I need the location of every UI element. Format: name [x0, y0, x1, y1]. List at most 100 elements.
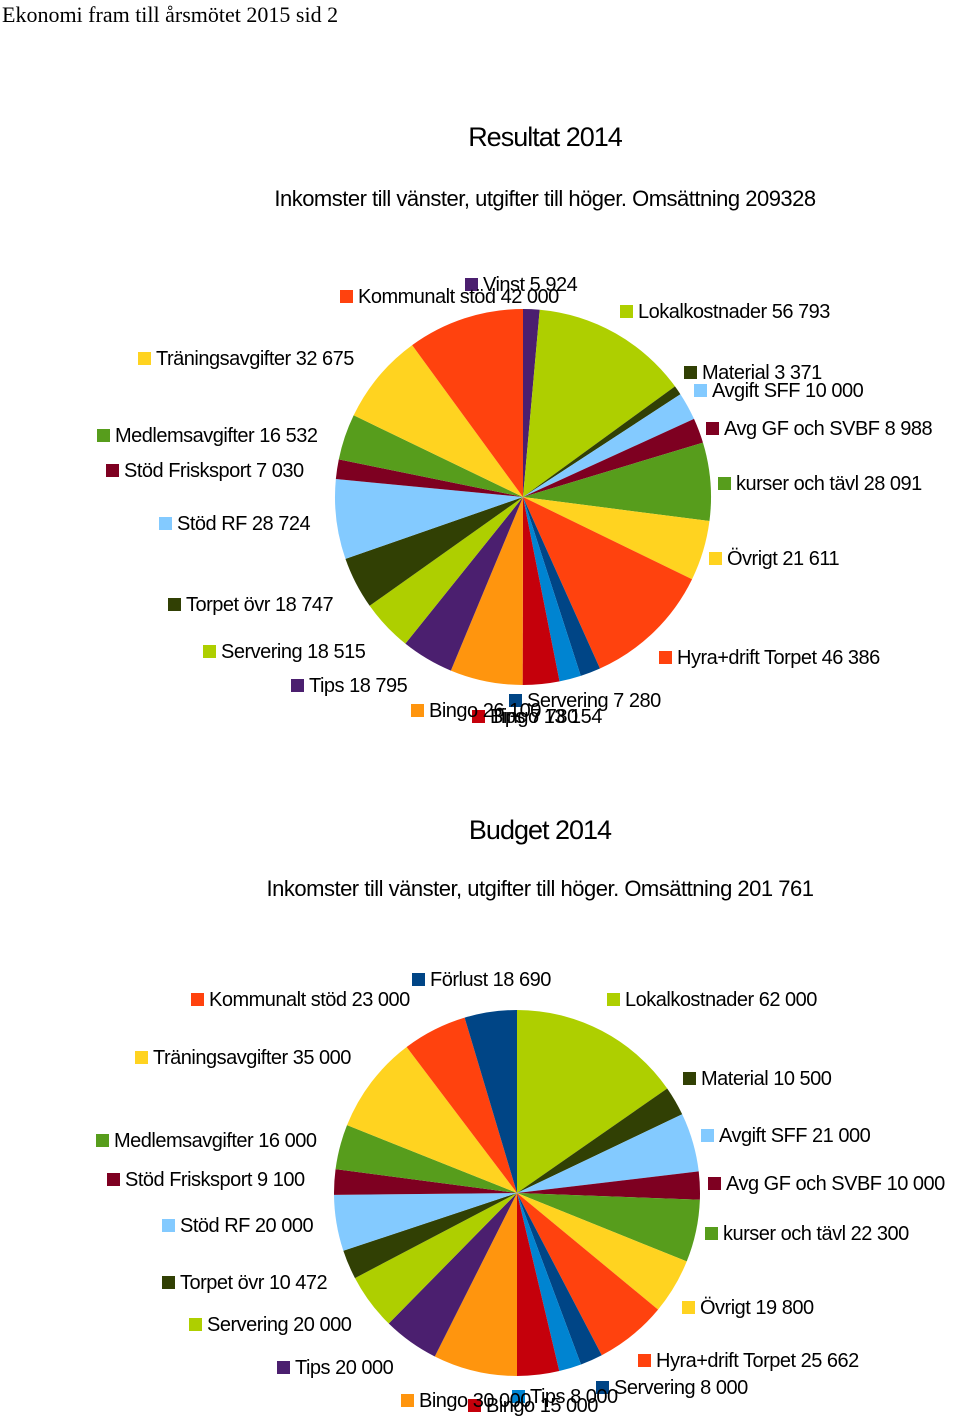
- legend-label-servering-7-280: Servering 7 280: [527, 690, 661, 712]
- legend-swatch-avg-gf-och-svbf-10-000: [708, 1177, 721, 1190]
- legend-swatch-avgift-sff-10-000: [694, 384, 707, 397]
- legend-swatch-tips-8-000: [512, 1390, 525, 1403]
- legend-label-traningsavgifter-35-000: Träningsavgifter 35 000: [153, 1047, 351, 1069]
- legend-swatch-hyra-drift-torpet-25-662: [638, 1354, 651, 1367]
- legend-label-servering-8-000: Servering 8 000: [614, 1377, 748, 1399]
- legend-label-vinst-5-924: Vinst 5 924: [483, 274, 578, 296]
- legend-swatch-material-3-371: [684, 366, 697, 379]
- legend-label-stod-frisksport-9-100: Stöd Frisksport 9 100: [125, 1169, 305, 1191]
- legend-swatch-material-10-500: [683, 1072, 696, 1085]
- pie-slice-kommunalt-stod-42-000: [412, 309, 523, 497]
- pie-slice-hyra-drift-torpet-46-386: [523, 497, 693, 669]
- legend-swatch-torpet-ovr-10-472: [162, 1276, 175, 1289]
- legend-swatch-kurser-och-tavl-28-091: [718, 477, 731, 490]
- pie-slice-bingo-13-154: [522, 497, 560, 685]
- legend-swatch-servering-8-000: [596, 1381, 609, 1394]
- pie-slice-torpet-ovr-10-472: [343, 1193, 517, 1279]
- pie-slice-material-3-371: [523, 386, 681, 497]
- legend-label-bingo-13-154: Bingo 13 154: [490, 706, 602, 728]
- legend-swatch-lokalkostnader-62-000: [607, 993, 620, 1006]
- legend-swatch-lokalkostnader-56-793: [620, 305, 633, 318]
- legend-swatch-avgift-sff-21-000: [701, 1129, 714, 1142]
- pie-slice-stod-frisksport-9-100: [334, 1169, 517, 1195]
- legend-label-bingo-15-000: Bingo 15 000: [486, 1395, 598, 1417]
- pie-slice-kurser-och-tavl-28-091: [523, 442, 711, 522]
- chart-subtitle: Inkomster till vänster, utgifter till hö…: [267, 876, 814, 901]
- legend-swatch-kurser-och-tavl-22-300: [705, 1227, 718, 1240]
- page-header: Ekonomi fram till årsmötet 2015 sid 2: [0, 0, 960, 32]
- resultat-chart: Resultat 2014 Inkomster till vänster, ut…: [0, 40, 960, 760]
- pie-slice-stod-rf-20-000: [334, 1193, 517, 1251]
- legend-swatch-medlemsavgifter-16-000: [96, 1134, 109, 1147]
- budget-chart: Budget 2014 Inkomster till vänster, utgi…: [0, 760, 960, 1419]
- resultat-pie-svg: Resultat 2014 Inkomster till vänster, ut…: [97, 122, 933, 728]
- legend-swatch-tips-18-795: [291, 679, 304, 692]
- legend-swatch-stod-frisksport-7-030: [106, 464, 119, 477]
- legend-swatch-bingo-26-100: [411, 704, 424, 717]
- legend-label-bingo-30-000: Bingo 30 000: [419, 1390, 531, 1412]
- header-text: Ekonomi fram till årsmötet 2015 sid 2: [2, 2, 339, 27]
- legend-label-tips-18-795: Tips 18 795: [309, 675, 408, 697]
- pie-slice-servering-7-280: [523, 497, 600, 676]
- legend-swatch-servering-20-000: [189, 1318, 202, 1331]
- legend-label-material-3-371: Material 3 371: [702, 362, 822, 384]
- legend-swatch-servering-18-515: [203, 645, 216, 658]
- pie-slice-medlemsavgifter-16-000: [335, 1125, 517, 1193]
- pie-slice-ovrigt-21-611: [523, 497, 710, 580]
- legend-label-servering-20-000: Servering 20 000: [207, 1314, 352, 1336]
- pie-slice-kommunalt-stod-23-000: [406, 1017, 517, 1193]
- pie-slice-lokalkostnader-62-000: [517, 1010, 668, 1193]
- legend-label-torpet-ovr-10-472: Torpet övr 10 472: [180, 1272, 328, 1294]
- pie-slice-avg-gf-och-svbf-10-000: [517, 1171, 700, 1200]
- legend-label-kurser-och-tavl-22-300: kurser och tävl 22 300: [723, 1223, 909, 1245]
- pie-slice-servering-18-515: [369, 497, 523, 644]
- legend-label-material-10-500: Material 10 500: [701, 1068, 832, 1090]
- legend-label-hyra-drift-torpet-46-386: Hyra+drift Torpet 46 386: [677, 647, 880, 669]
- legend-swatch-stod-rf-28-724: [159, 517, 172, 530]
- pie-slice-tips-8-000: [517, 1193, 581, 1372]
- pie-slice-bingo-15-000: [517, 1193, 560, 1376]
- legend-label-avgift-sff-21-000: Avgift SFF 21 000: [719, 1125, 871, 1147]
- budget-pie-svg: Budget 2014 Inkomster till vänster, utgi…: [96, 815, 946, 1417]
- legend-swatch-kommunalt-stod-42-000: [340, 290, 353, 303]
- legend-swatch-torpet-ovr-18-747: [168, 598, 181, 611]
- pie-slice-material-10-500: [517, 1088, 683, 1193]
- legend-swatch-ovrigt-21-611: [709, 552, 722, 565]
- legend-label-avgift-sff-10-000: Avgift SFF 10 000: [712, 380, 864, 402]
- pie-slice-tips-20-000: [388, 1193, 517, 1357]
- pie-slice-traningsavgifter-35-000: [347, 1047, 517, 1193]
- legend-swatch-avg-gf-och-svbf-8-988: [706, 422, 719, 435]
- chart-title: Resultat 2014: [468, 122, 623, 152]
- legend-label-traningsavgifter-32-675: Träningsavgifter 32 675: [156, 348, 354, 370]
- legend-label-stod-rf-20-000: Stöd RF 20 000: [180, 1215, 313, 1237]
- pie-slice-kurser-och-tavl-22-300: [517, 1193, 700, 1262]
- legend-label-servering-18-515: Servering 18 515: [221, 641, 366, 663]
- pie-slice-stod-frisksport-7-030: [335, 459, 523, 497]
- legend-swatch-traningsavgifter-32-675: [138, 352, 151, 365]
- pie-slice-medlemsavgifter-16-532: [338, 415, 523, 497]
- legend-swatch-medlemsavgifter-16-532: [97, 429, 110, 442]
- pie-slice-bingo-30-000: [434, 1193, 517, 1376]
- legend-label-forlust-18-690: Förlust 18 690: [430, 969, 551, 991]
- legend-label-tips-20-000: Tips 20 000: [295, 1357, 394, 1379]
- legend-swatch-stod-frisksport-9-100: [107, 1173, 120, 1186]
- pie-slice-bingo-26-100: [450, 497, 523, 685]
- legend-swatch-vinst-5-924: [465, 278, 478, 291]
- legend-label-stod-frisksport-7-030: Stöd Frisksport 7 030: [124, 460, 304, 482]
- pie-slice-avgift-sff-21-000: [517, 1114, 699, 1193]
- pie-slice-stod-rf-28-724: [335, 478, 523, 559]
- legend-label-medlemsavgifter-16-532: Medlemsavgifter 16 532: [115, 425, 318, 447]
- pie-slice-torpet-ovr-18-747: [345, 497, 523, 606]
- legend-label-stod-rf-28-724: Stöd RF 28 724: [177, 513, 310, 535]
- chart-title: Budget 2014: [469, 815, 612, 845]
- legend-swatch-bingo-15-000: [468, 1399, 481, 1412]
- legend-swatch-forlust-18-690: [412, 973, 425, 986]
- legend-swatch-servering-7-280: [509, 694, 522, 707]
- chart-subtitle: Inkomster till vänster, utgifter till hö…: [274, 186, 816, 211]
- legend-label-tips-8-000: Tips 8 000: [530, 1386, 618, 1408]
- legend-label-ovrigt-21-611: Övrigt 21 611: [727, 548, 839, 570]
- legend-label-avg-gf-och-svbf-8-988: Avg GF och SVBF 8 988: [724, 418, 933, 440]
- pie-slice-avg-gf-och-svbf-8-988: [523, 418, 703, 497]
- legend-label-kommunalt-stod-23-000: Kommunalt stöd 23 000: [209, 989, 410, 1011]
- pie-slice-lokalkostnader-56-793: [523, 309, 675, 497]
